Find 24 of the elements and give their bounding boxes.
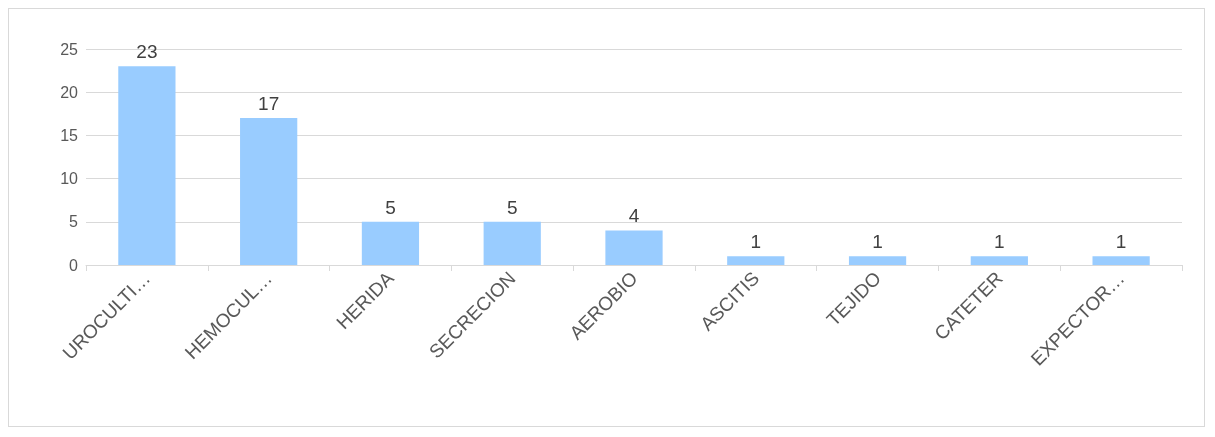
bar <box>361 221 420 265</box>
bar <box>970 256 1028 265</box>
data-label: 4 <box>628 205 640 227</box>
y-tick-label: 25 <box>60 40 79 58</box>
bar <box>483 221 541 265</box>
y-tick-label: 5 <box>69 213 79 231</box>
bar <box>1092 256 1150 265</box>
y-tick-label: 0 <box>69 256 79 274</box>
y-tick-label: 10 <box>60 170 79 188</box>
bar <box>727 256 785 265</box>
bar <box>848 256 907 265</box>
bar <box>605 230 663 265</box>
data-label: 5 <box>385 196 396 218</box>
data-label: 1 <box>994 231 1005 253</box>
data-label: 1 <box>750 231 762 253</box>
data-label: 5 <box>506 196 518 218</box>
data-label: 1 <box>1115 231 1127 253</box>
data-label: 1 <box>872 231 883 253</box>
bar <box>240 118 298 265</box>
y-tick-label: 20 <box>60 83 79 101</box>
data-label: 17 <box>258 93 280 115</box>
data-label: 23 <box>136 41 158 63</box>
bar <box>118 66 176 265</box>
y-tick-label: 15 <box>60 126 79 144</box>
